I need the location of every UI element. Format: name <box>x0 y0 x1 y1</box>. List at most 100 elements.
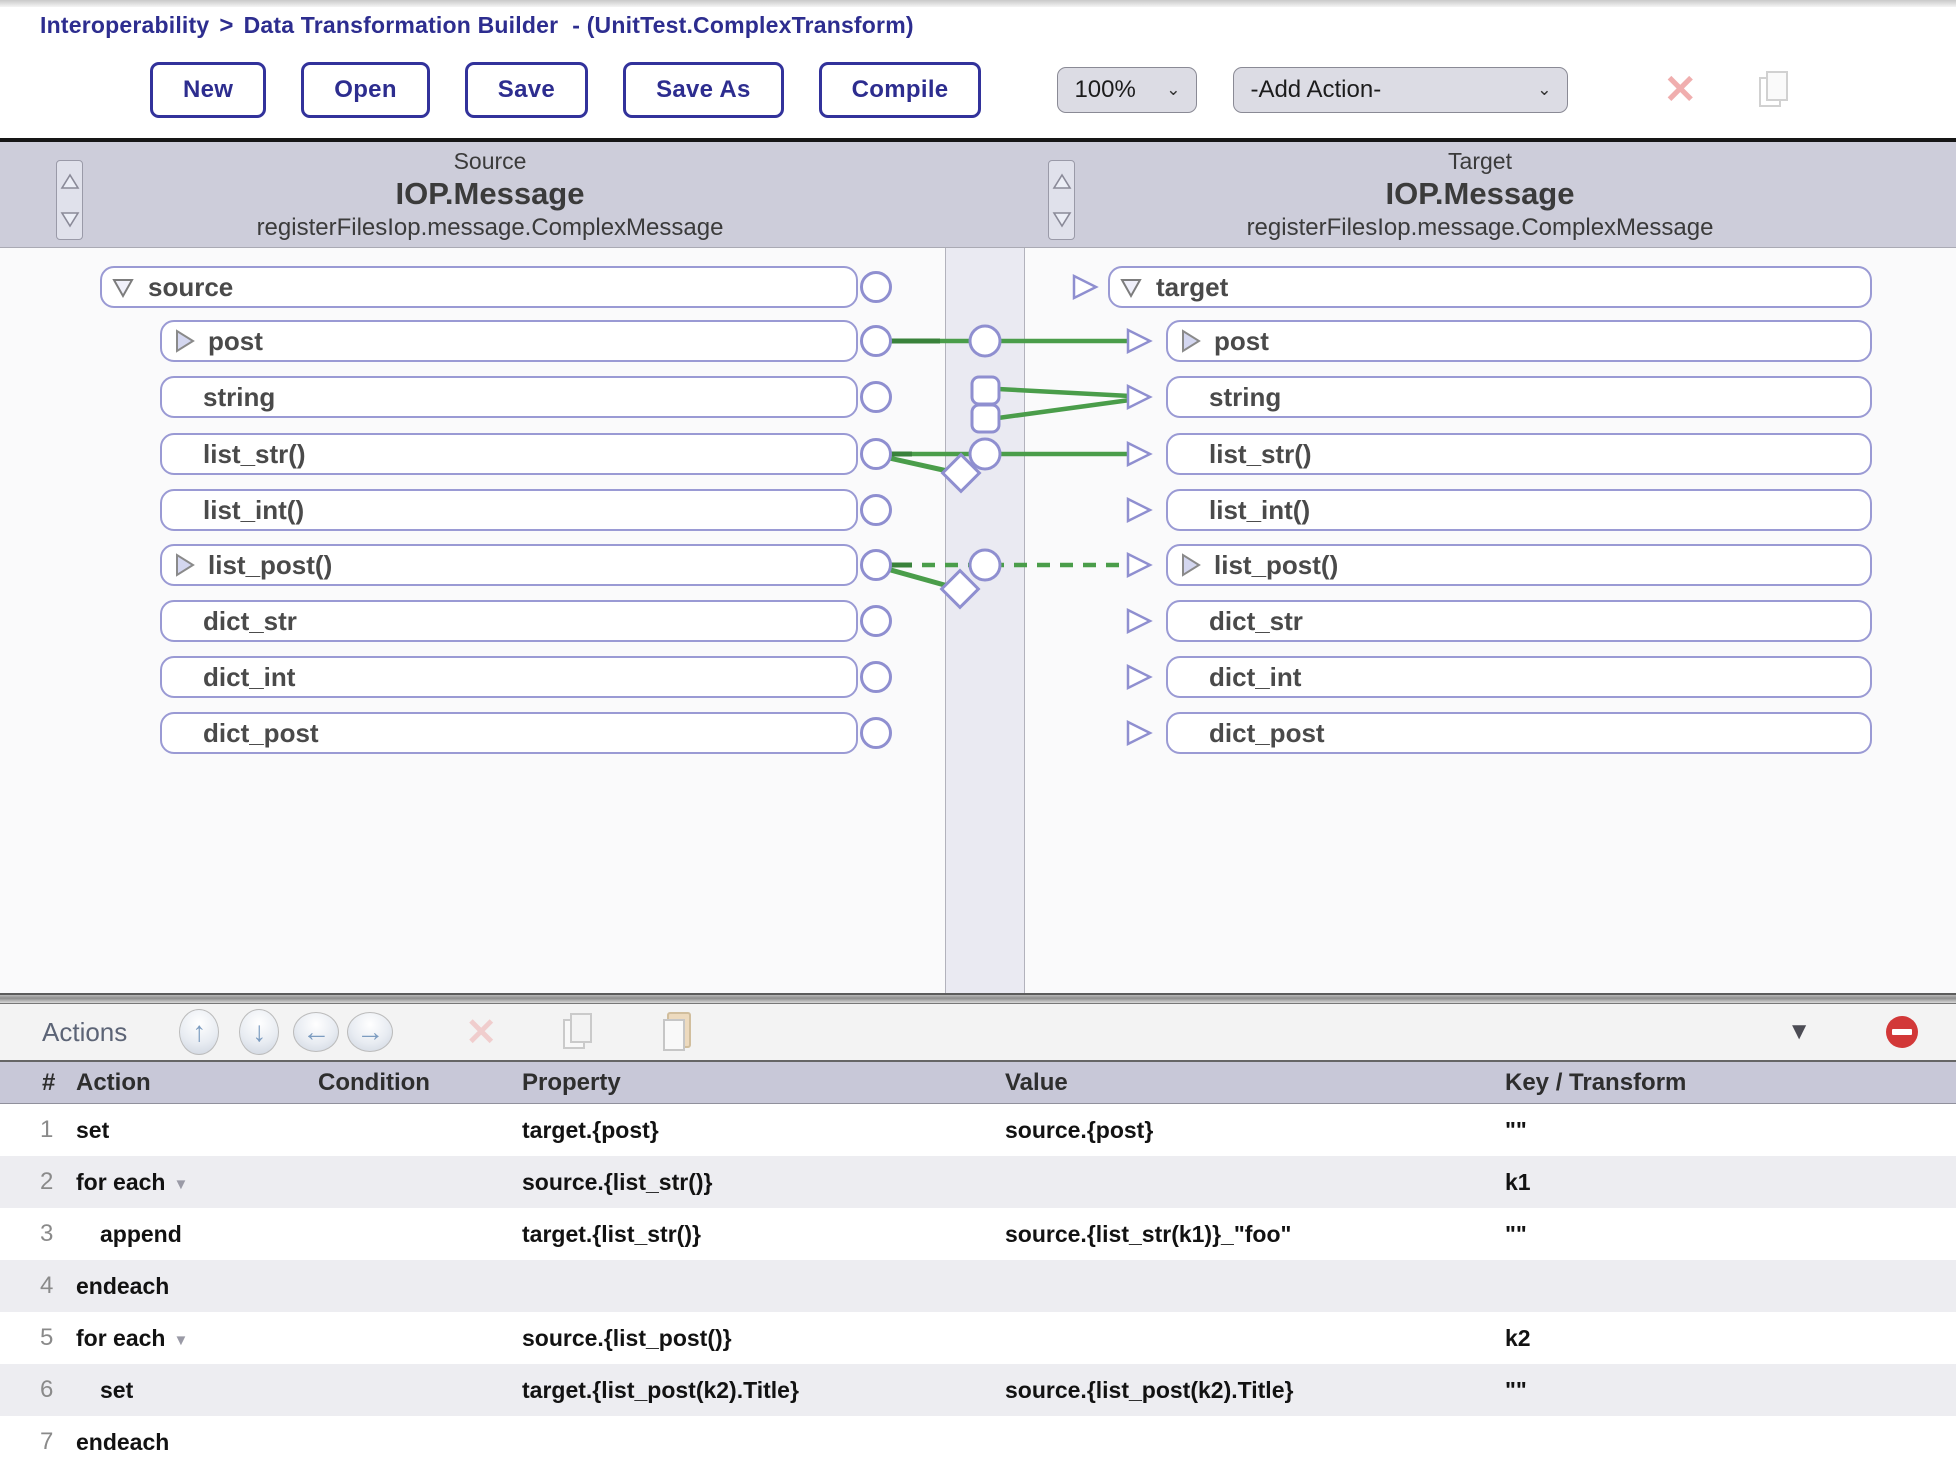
expand-triangle-icon[interactable] <box>1177 328 1201 354</box>
source-connector-list-int[interactable] <box>862 496 891 525</box>
source-node-list-str[interactable]: list_str() <box>160 433 858 475</box>
scroll-up-icon[interactable] <box>57 161 82 200</box>
add-action-select[interactable]: -Add Action- ⌄ <box>1233 67 1568 113</box>
target-node-dict-str[interactable]: dict_str <box>1166 600 1872 642</box>
target-connector-string[interactable] <box>1128 386 1150 408</box>
target-scroll-control[interactable] <box>1048 160 1075 240</box>
target-connector-dict-int[interactable] <box>1128 666 1150 688</box>
source-connector-post[interactable] <box>862 327 891 356</box>
outdent-button[interactable]: ← <box>293 1012 339 1052</box>
property-cell[interactable]: source.{list_str()} <box>522 1169 1005 1196</box>
scroll-up-icon[interactable] <box>1049 161 1074 200</box>
string-handle-lower[interactable] <box>972 405 999 432</box>
value-cell[interactable]: source.{list_str(k1)}_"foo" <box>1005 1221 1505 1248</box>
delete-action-icon[interactable]: ✕ <box>465 1010 497 1055</box>
source-connector-dict-int[interactable] <box>862 663 891 692</box>
node-label: string <box>1209 382 1281 413</box>
disable-action-icon[interactable] <box>1886 1016 1918 1048</box>
foreach-dropdown-icon[interactable]: ▼ <box>173 1176 188 1193</box>
action-row-5[interactable]: 5 for each▼ source.{list_post()} k2 <box>0 1312 1956 1364</box>
source-connector-root[interactable] <box>862 273 891 302</box>
action-row-6[interactable]: 6 set target.{list_post(k2).Title} sourc… <box>0 1364 1956 1416</box>
copy-action-icon[interactable] <box>563 1013 593 1051</box>
move-down-button[interactable]: ↓ <box>239 1009 279 1055</box>
target-connector-root[interactable] <box>1074 276 1096 298</box>
target-connector-dict-post[interactable] <box>1128 722 1150 744</box>
collapse-triangle-icon[interactable] <box>1119 274 1143 300</box>
key-cell[interactable]: "" <box>1505 1117 1956 1144</box>
key-cell[interactable]: "" <box>1505 1221 1956 1248</box>
expand-triangle-icon[interactable] <box>1177 552 1201 578</box>
key-cell[interactable]: k1 <box>1505 1169 1956 1196</box>
scroll-down-icon[interactable] <box>1049 200 1074 239</box>
open-button[interactable]: Open <box>301 62 430 118</box>
target-connector-list-int[interactable] <box>1128 499 1150 521</box>
source-connector-dict-str[interactable] <box>862 607 891 636</box>
copy-icon[interactable] <box>1759 71 1789 109</box>
source-connector-dict-post[interactable] <box>862 719 891 748</box>
save-button[interactable]: Save <box>465 62 588 118</box>
breadcrumb-page[interactable]: Data Transformation Builder <box>244 12 559 38</box>
move-up-button[interactable]: ↑ <box>179 1009 219 1055</box>
target-node-list-int[interactable]: list_int() <box>1166 489 1872 531</box>
source-node-list-post[interactable]: list_post() <box>160 544 858 586</box>
panel-splitter[interactable] <box>0 993 1956 1004</box>
source-scroll-control[interactable] <box>56 160 83 240</box>
source-node-dict-post[interactable]: dict_post <box>160 712 858 754</box>
node-label: dict_post <box>1209 718 1325 749</box>
property-cell[interactable]: target.{list_post(k2).Title} <box>522 1377 1005 1404</box>
action-row-1[interactable]: 1 set target.{post} source.{post} "" <box>0 1104 1956 1156</box>
action-row-3[interactable]: 3 append target.{list_str()} source.{lis… <box>0 1208 1956 1260</box>
midpoint-handle-list-post[interactable] <box>970 550 1000 580</box>
source-node-string[interactable]: string <box>160 376 858 418</box>
target-node-string[interactable]: string <box>1166 376 1872 418</box>
breadcrumb-section[interactable]: Interoperability <box>40 12 209 38</box>
collapse-actions-icon[interactable]: ▼ <box>1787 1018 1811 1046</box>
save-as-button[interactable]: Save As <box>623 62 784 118</box>
expand-triangle-icon[interactable] <box>171 328 195 354</box>
key-cell[interactable]: "" <box>1505 1377 1956 1404</box>
arrow-left-icon: ← <box>302 1016 330 1048</box>
action-row-2[interactable]: 2 for each▼ source.{list_str()} k1 <box>0 1156 1956 1208</box>
indent-button[interactable]: → <box>347 1012 393 1052</box>
source-node-post[interactable]: post <box>160 320 858 362</box>
target-connector-list-post[interactable] <box>1128 554 1150 576</box>
action-row-4[interactable]: 4 endeach <box>0 1260 1956 1312</box>
value-cell[interactable]: source.{list_post(k2).Title} <box>1005 1377 1505 1404</box>
source-node-dict-int[interactable]: dict_int <box>160 656 858 698</box>
key-cell[interactable]: k2 <box>1505 1325 1956 1352</box>
target-connector-dict-str[interactable] <box>1128 610 1150 632</box>
source-root-node[interactable]: source <box>100 266 858 308</box>
midpoint-handle-post[interactable] <box>970 326 1000 356</box>
midpoint-handle-list-str[interactable] <box>970 439 1000 469</box>
foreach-dropdown-icon[interactable]: ▼ <box>173 1332 188 1349</box>
expand-triangle-icon[interactable] <box>171 552 195 578</box>
source-connector-list-post[interactable] <box>862 551 891 580</box>
scroll-down-icon[interactable] <box>57 200 82 239</box>
source-node-dict-str[interactable]: dict_str <box>160 600 858 642</box>
new-button[interactable]: New <box>150 62 266 118</box>
source-connector-string[interactable] <box>862 383 891 412</box>
target-node-post[interactable]: post <box>1166 320 1872 362</box>
action-row-7[interactable]: 7 endeach <box>0 1416 1956 1462</box>
property-cell[interactable]: target.{post} <box>522 1117 1005 1144</box>
source-connector-list-str[interactable] <box>862 440 891 469</box>
target-connector-list-str[interactable] <box>1128 443 1150 465</box>
paste-action-icon[interactable] <box>663 1012 693 1052</box>
source-node-list-int[interactable]: list_int() <box>160 489 858 531</box>
string-handle-upper[interactable] <box>972 377 999 404</box>
target-root-node[interactable]: target <box>1108 266 1872 308</box>
zoom-select[interactable]: 100% ⌄ <box>1057 67 1197 113</box>
property-cell[interactable]: target.{list_str()} <box>522 1221 1005 1248</box>
target-node-dict-post[interactable]: dict_post <box>1166 712 1872 754</box>
actions-table: 1 set target.{post} source.{post} "" 2 f… <box>0 1104 1956 1462</box>
value-cell[interactable]: source.{post} <box>1005 1117 1505 1144</box>
target-connector-post[interactable] <box>1128 330 1150 352</box>
target-node-dict-int[interactable]: dict_int <box>1166 656 1872 698</box>
property-cell[interactable]: source.{list_post()} <box>522 1325 1005 1352</box>
compile-button[interactable]: Compile <box>819 62 982 118</box>
target-node-list-post[interactable]: list_post() <box>1166 544 1872 586</box>
delete-icon[interactable]: ✕ <box>1663 67 1697 113</box>
collapse-triangle-icon[interactable] <box>111 274 135 300</box>
target-node-list-str[interactable]: list_str() <box>1166 433 1872 475</box>
